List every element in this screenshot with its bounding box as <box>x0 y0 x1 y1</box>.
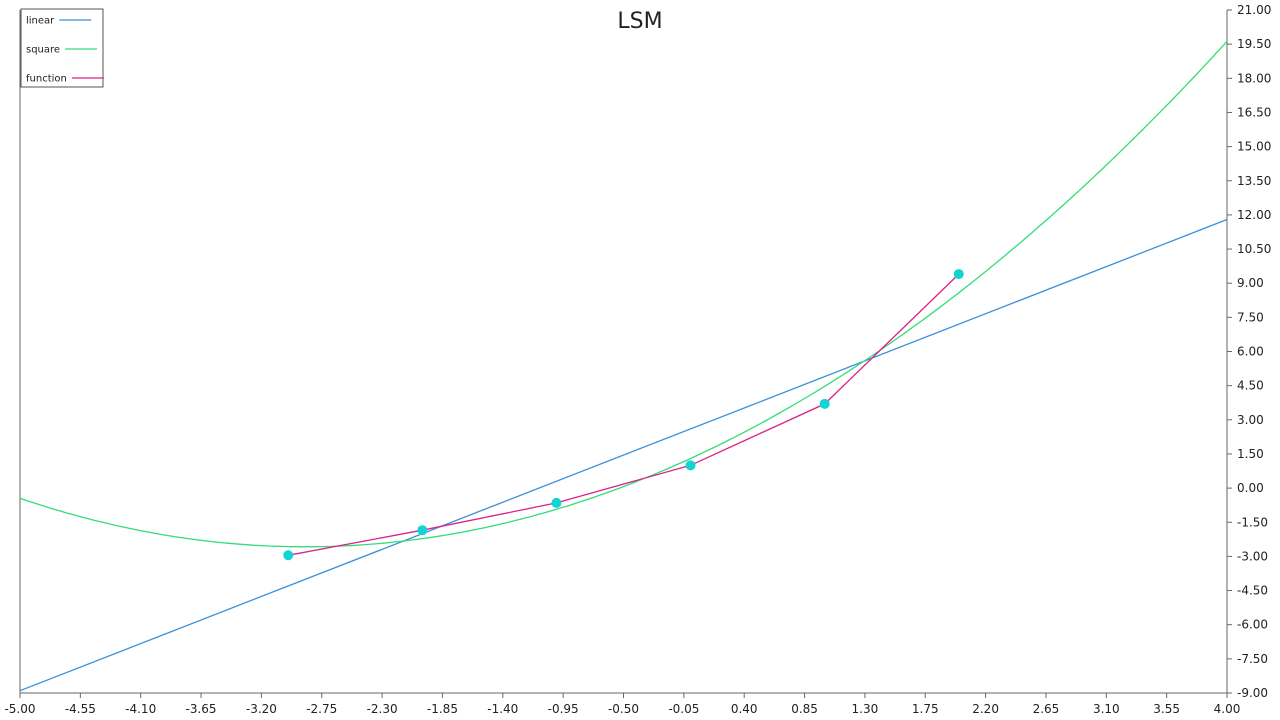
data-point <box>953 269 964 280</box>
y-tick-label: 19.50 <box>1237 37 1271 51</box>
data-point <box>283 550 294 561</box>
x-tick-label: 2.65 <box>1033 702 1060 716</box>
x-tick-label: -4.55 <box>65 702 96 716</box>
x-tick-label: 3.10 <box>1093 702 1120 716</box>
y-tick-label: 21.00 <box>1237 3 1271 17</box>
x-tick-label: -3.20 <box>246 702 277 716</box>
plot-area <box>19 40 1228 692</box>
x-tick-label: 1.75 <box>912 702 939 716</box>
series-line-function <box>288 273 960 556</box>
y-tick-label: 15.00 <box>1237 140 1271 154</box>
data-point <box>819 398 830 409</box>
y-tick-label: 6.00 <box>1237 345 1264 359</box>
x-tick-label: -0.95 <box>548 702 579 716</box>
y-tick-label: 9.00 <box>1237 276 1264 290</box>
x-tick-label: 0.40 <box>731 702 758 716</box>
legend-box <box>20 8 104 88</box>
y-tick-label: 12.00 <box>1237 208 1271 222</box>
x-tick-label: 1.30 <box>852 702 879 716</box>
y-tick-label: -4.50 <box>1237 584 1268 598</box>
y-tick-label: -9.00 <box>1237 686 1268 700</box>
x-tick-label: -2.75 <box>306 702 337 716</box>
x-tick-label: -2.30 <box>367 702 398 716</box>
y-tick-label: 16.50 <box>1237 105 1271 119</box>
series-line-square <box>19 40 1228 548</box>
x-tick-label: -3.65 <box>186 702 217 716</box>
y-tick-label: 1.50 <box>1237 447 1264 461</box>
series-line-linear <box>19 218 1228 692</box>
y-tick-label: 3.00 <box>1237 413 1264 427</box>
y-tick-label: 0.00 <box>1237 481 1264 495</box>
x-tick-label: -1.40 <box>487 702 518 716</box>
y-tick-label: -1.50 <box>1237 515 1268 529</box>
chart-title: LSM <box>617 9 662 34</box>
data-point <box>685 460 696 471</box>
legend: linear square function <box>20 8 104 88</box>
x-tick-label: -4.10 <box>125 702 156 716</box>
y-tick-label: 13.50 <box>1237 174 1271 188</box>
y-tick-label: -3.00 <box>1237 549 1268 563</box>
axes: -5.00 -4.55 -4.10 -3.65 -3.20 -2.75 -2.30 -1.85… <box>4 3 1271 716</box>
x-tick-label: -5.00 <box>4 702 35 716</box>
data-point <box>551 497 562 508</box>
y-tick-label: 18.00 <box>1237 71 1271 85</box>
x-tick-label: 2.20 <box>972 702 999 716</box>
x-tick-label: 3.55 <box>1153 702 1180 716</box>
x-tick-label: 4.00 <box>1214 702 1241 716</box>
legend-label: function <box>26 74 67 85</box>
x-tick-label: -1.85 <box>427 702 458 716</box>
legend-label: square <box>26 45 60 56</box>
y-tick-label: 7.50 <box>1237 310 1264 324</box>
y-tick-label: 10.50 <box>1237 242 1271 256</box>
y-tick-label: -6.00 <box>1237 618 1268 632</box>
x-tick-label: -0.50 <box>608 702 639 716</box>
x-tick-label: 0.85 <box>791 702 818 716</box>
y-tick-label: 4.50 <box>1237 379 1264 393</box>
legend-label: linear <box>26 16 55 27</box>
y-tick-label: -7.50 <box>1237 652 1268 666</box>
x-tick-label: -0.05 <box>668 702 699 716</box>
data-point <box>417 525 428 536</box>
